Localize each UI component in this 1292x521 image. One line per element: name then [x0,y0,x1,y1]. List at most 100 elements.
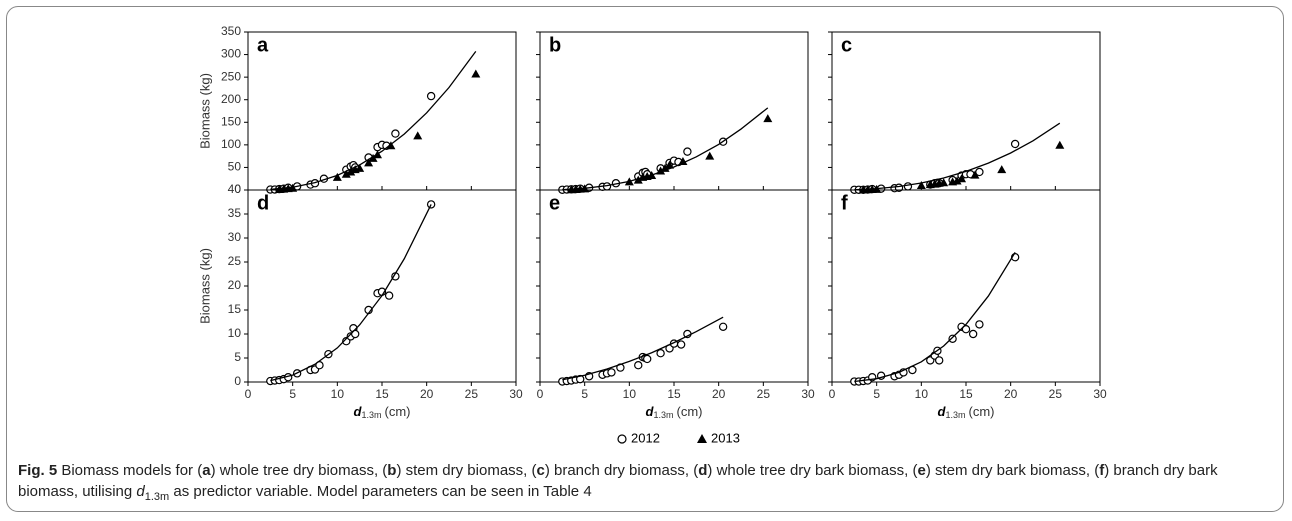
caption-text: b [387,462,397,479]
point-2013 [368,153,378,162]
caption-text: ) branch dry biomass, ( [544,462,699,479]
x-label-subscript: 1.3m [361,410,381,420]
legend-marker [697,434,707,443]
caption-text: ) stem dry bark biomass, ( [925,462,1100,479]
legend-marker [617,434,627,444]
legend-label: 2013 [711,430,740,445]
point-2013 [957,174,967,183]
y-axis-label: Biomass (kg) [197,73,212,149]
caption-text: 1.3m [144,491,170,503]
x-tick-label: 5 [873,387,880,401]
x-label-symbol: d [354,404,363,419]
y-tick-label: 30 [228,230,242,244]
point-2013 [678,157,688,166]
x-tick-label: 30 [1093,387,1107,401]
point-2013 [341,169,351,178]
point-2012 [903,182,913,191]
panel-label: b [549,34,561,56]
x-tick-label: 20 [420,387,434,401]
y-tick-label: 5 [234,350,241,364]
y-tick-label: 100 [221,137,241,151]
point-2012 [935,356,944,365]
plot-frame [539,189,809,383]
point-2012 [683,147,692,156]
x-label-symbol: d [646,404,655,419]
x-tick-label: 5 [289,387,296,401]
x-tick-label: 30 [801,387,815,401]
point-2013 [355,163,365,172]
x-tick-label: 20 [712,387,726,401]
caption-text: as predictor variable. Model parameters … [169,483,592,500]
plot-frame [539,31,809,191]
y-tick-label: 25 [228,254,242,268]
x-label-symbol: d [938,404,947,419]
point-2013 [763,114,773,123]
point-2013 [633,175,643,184]
point-2012 [676,340,686,349]
point-2012 [968,329,978,339]
x-tick-label: 0 [537,387,544,401]
y-tick-label: 0 [234,374,241,388]
x-label-subscript: 1.3m [945,410,965,420]
caption-text: ) stem dry biomass, ( [396,462,537,479]
caption-text: ) branch dry bark biomass, utilising [18,462,1218,500]
x-label-unit: (cm) [676,404,702,419]
y-tick-label: 40 [228,182,242,196]
x-tick-label: 0 [829,387,836,401]
caption-text: d [698,462,708,479]
caption-text: Biomass models for ( [61,462,203,479]
x-tick-label: 10 [331,387,345,401]
panel-label: c [841,34,852,56]
point-2013 [665,160,675,169]
x-label-unit: (cm) [384,404,410,419]
x-axis-label: d1.3m (cm) [938,404,995,420]
point-2012 [384,291,394,300]
x-tick-label: 15 [375,387,389,401]
panel-label: a [257,34,269,56]
point-2013 [916,180,926,189]
y-tick-label: 0 [234,182,241,196]
fit-curve [270,51,477,191]
caption-text: d [136,483,145,500]
point-2012 [607,368,616,377]
y-tick-label: 150 [221,114,241,128]
caption-text: ) whole tree dry bark biomass, ( [707,462,918,479]
y-tick-label: 10 [228,326,242,340]
x-tick-label: 10 [915,387,929,401]
x-tick-label: 15 [667,387,681,401]
fit-curve [854,252,1016,383]
panel-label: f [841,192,848,214]
point-2013 [386,141,396,150]
caption-text: ) whole tree dry biomass, ( [210,462,388,479]
figure-frame [6,6,1284,512]
point-2012 [656,349,665,358]
panel-label: d [257,192,269,214]
point-2013 [952,176,962,185]
x-label-unit: (cm) [968,404,994,419]
point-2012 [718,322,728,331]
point-2013 [970,170,980,179]
caption-text: e [917,462,926,479]
x-tick-label: 25 [465,387,479,401]
x-tick-label: 10 [623,387,637,401]
fit-curve [270,204,432,382]
plot-frame [831,31,1101,191]
plot-frame [247,31,517,191]
point-2013 [939,178,949,187]
x-tick-label: 25 [1049,387,1063,401]
legend-label: 2012 [631,430,660,445]
caption-label: Fig. 5 [18,462,58,479]
y-tick-label: 15 [228,302,242,316]
x-tick-label: 30 [509,387,523,401]
caption-text: f [1099,462,1105,479]
point-2012 [391,129,400,138]
y-axis-label: Biomass (kg) [197,248,212,324]
point-2013 [471,69,481,78]
point-2013 [364,158,374,167]
plot-frame [831,189,1101,383]
fit-curve [854,122,1061,191]
x-tick-label: 20 [1004,387,1018,401]
panel-label: e [549,192,560,214]
